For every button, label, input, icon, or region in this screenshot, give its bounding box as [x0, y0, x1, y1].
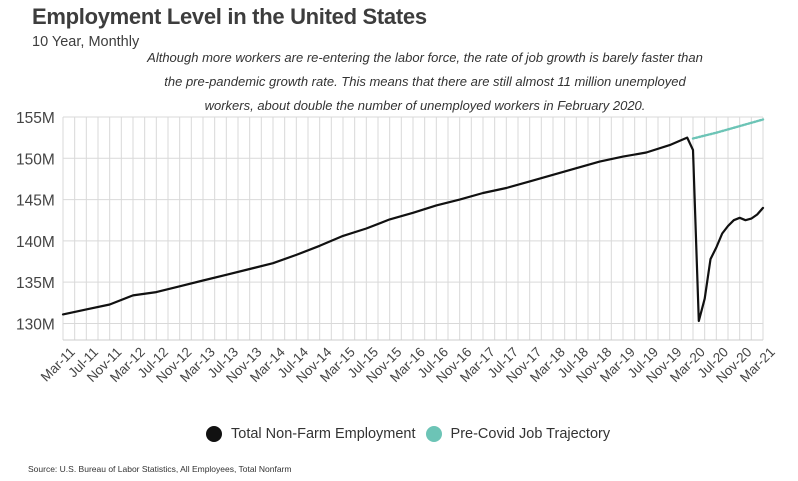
chart-annotation: Although more workers are re-entering th…: [147, 50, 703, 113]
source-note: Source: U.S. Bureau of Labor Statistics,…: [28, 464, 292, 474]
legend-label-trajectory: Pre-Covid Job Trajectory: [450, 426, 611, 442]
chart-title: Employment Level in the United States: [32, 4, 427, 29]
legend-item-trajectory: Pre-Covid Job Trajectory: [425, 426, 611, 442]
y-tick-label: 145M: [16, 193, 55, 210]
chart-legend: Total Non-Farm Employment Pre-Covid Job …: [206, 426, 620, 442]
series-line-pre-covid-trajectory: [691, 118, 765, 140]
legend-label-total: Total Non-Farm Employment: [231, 426, 416, 442]
legend-swatch-trajectory: [425, 426, 442, 442]
legend-swatch-total: [206, 426, 222, 442]
legend-item-total: Total Non-Farm Employment: [206, 426, 416, 442]
series-line-total-employment: [61, 136, 765, 323]
y-tick-label: 135M: [16, 275, 55, 292]
chart-subtitle: 10 Year, Monthly: [32, 34, 140, 50]
y-tick-label: 155M: [16, 110, 55, 127]
y-tick-label: 130M: [16, 316, 55, 333]
y-tick-label: 140M: [16, 234, 55, 251]
y-tick-label: 150M: [16, 151, 55, 168]
